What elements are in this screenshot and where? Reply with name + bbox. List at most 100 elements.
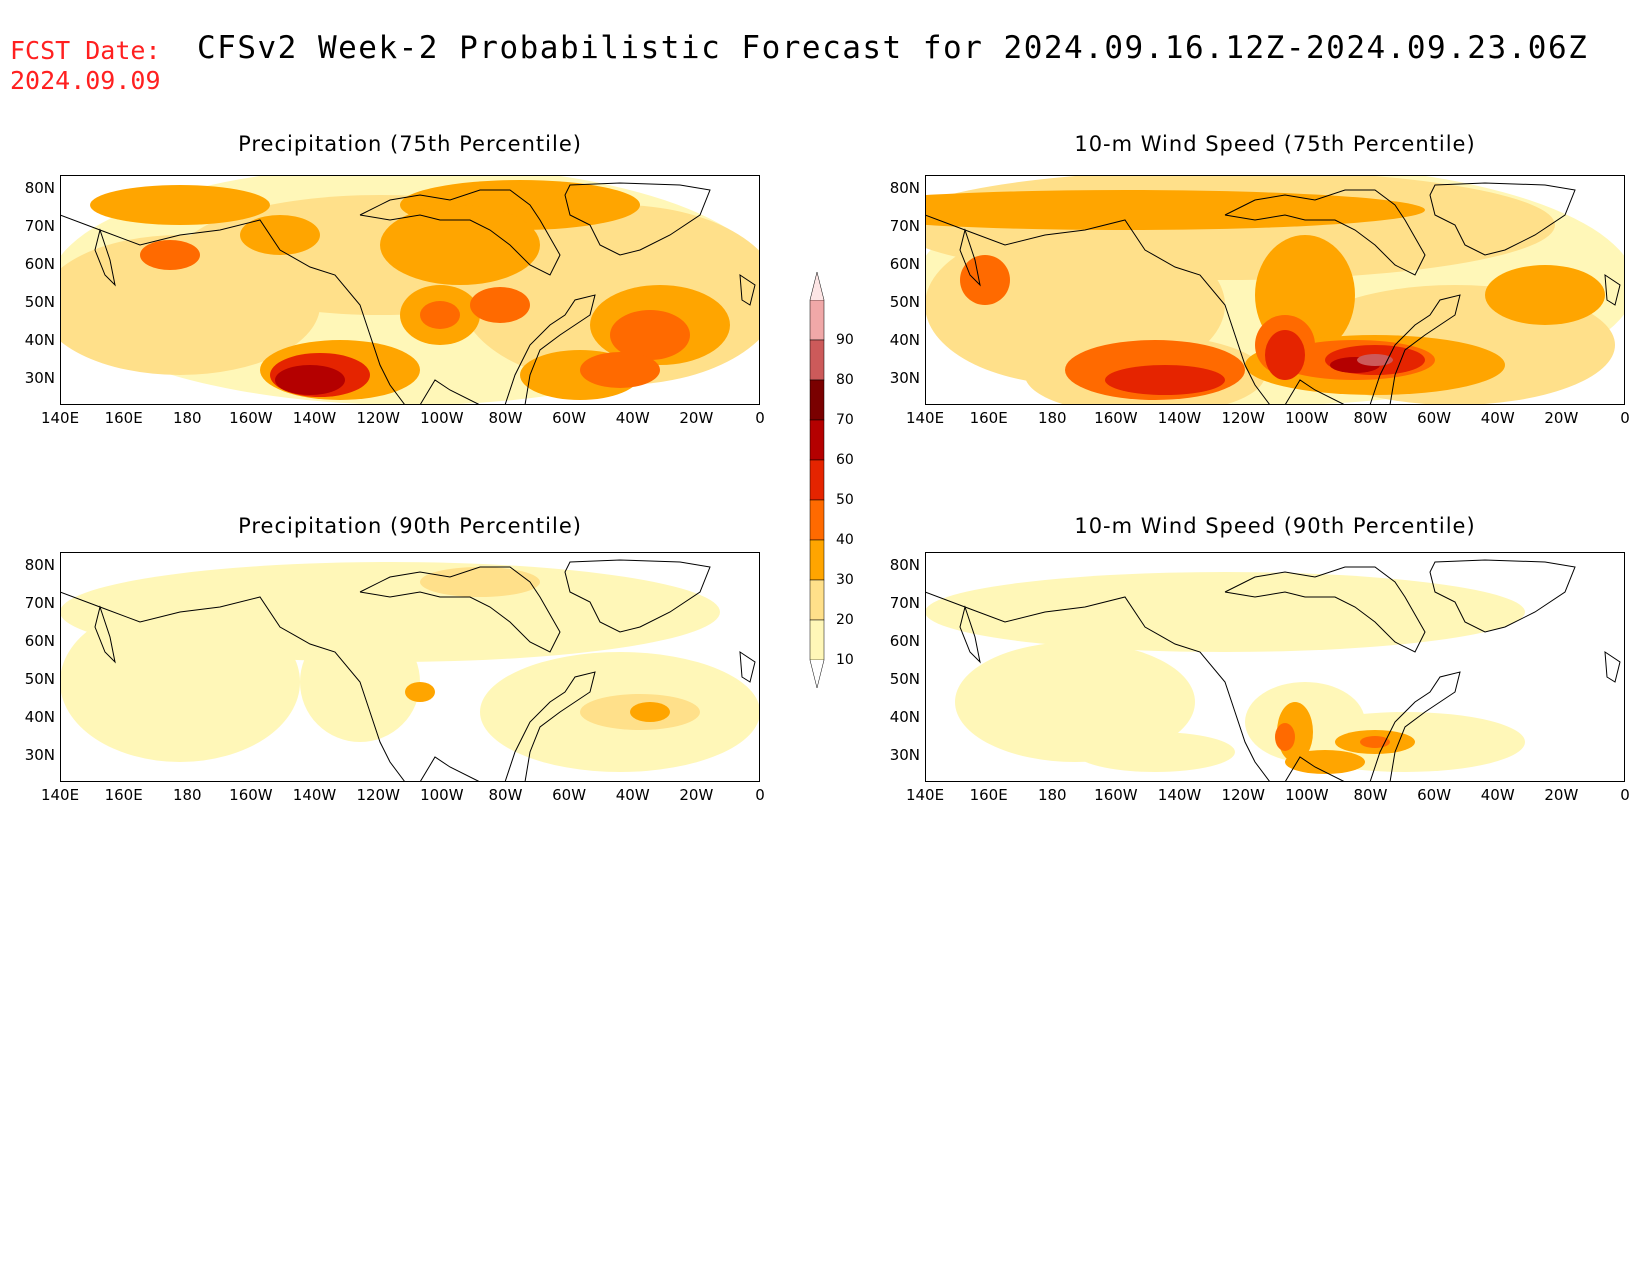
probability-shading [60,602,300,762]
lon-tick-label: 100W [420,786,464,804]
map-frame [925,175,1625,405]
panel-title-precip-90: Precipitation (90th Percentile) [238,514,582,538]
colorbar-swatch [809,419,825,461]
colorbar-label: 90 [836,332,854,348]
lat-tick-label: 50N [889,670,920,688]
probability-shading [1357,354,1393,366]
lon-tick-label: 160E [969,409,1008,427]
lat-tick-label: 80N [889,179,920,197]
lon-tick-label: 160W [229,409,273,427]
coastline [739,274,756,306]
lat-tick-label: 70N [24,594,55,612]
lat-tick-label: 30N [24,369,55,387]
coastline [1284,379,1346,405]
lat-tick-label: 40N [24,331,55,349]
map-frame [60,175,760,405]
panel-title-wind-75: 10-m Wind Speed (75th Percentile) [1074,132,1476,156]
probability-shading [60,235,320,375]
coastline [1284,756,1346,782]
probability-shading [1360,736,1390,748]
colorbar-swatch [809,459,825,501]
lon-tick-label: 120W [1221,786,1265,804]
lon-tick-label: 180 [1037,409,1067,427]
lon-tick-label: 80W [1353,786,1388,804]
lat-tick-label: 40N [889,331,920,349]
lon-tick-label: 20W [679,409,714,427]
lat-tick-label: 80N [889,556,920,574]
colorbar-swatch [809,299,825,341]
colorbar-label: 50 [836,492,854,508]
probability-shading [960,255,1010,305]
probability-shading [1275,723,1295,751]
probability-shading [1285,750,1365,774]
probability-shading [420,301,460,329]
probability-shading [1485,265,1605,325]
lat-tick-label: 30N [24,746,55,764]
colorbar-label: 30 [836,572,854,588]
probability-shading [955,642,1195,762]
lon-tick-label: 20W [1544,409,1579,427]
colorbar-swatch [809,579,825,621]
lon-tick-label: 60W [1417,409,1452,427]
lon-tick-label: 0 [1620,786,1630,804]
lon-tick-label: 160W [1094,786,1138,804]
lon-tick-label: 160E [104,786,143,804]
lon-tick-label: 100W [420,409,464,427]
probability-shading [470,287,530,323]
forecast-date-block: FCST Date: 2024.09.09 [10,36,161,96]
probability-shading [90,185,270,225]
probability-shading [1105,365,1225,395]
lon-tick-label: 60W [552,409,587,427]
coastline [1429,182,1576,256]
lon-tick-label: 60W [552,786,587,804]
lon-tick-label: 140E [40,409,80,427]
lat-tick-label: 80N [24,179,55,197]
colorbar-swatch [809,499,825,541]
probability-shading [405,682,435,702]
lat-tick-label: 70N [889,594,920,612]
coastline [419,379,481,405]
probability-shading [275,365,345,395]
map-precip-75 [60,175,760,405]
lon-tick-label: 80W [488,786,523,804]
lon-tick-label: 160W [1094,409,1138,427]
colorbar-swatch [809,619,825,661]
probability-shading [925,190,1425,230]
lat-tick-label: 60N [24,255,55,273]
lon-tick-label: 160E [104,409,143,427]
lon-tick-label: 20W [1544,786,1579,804]
probability-shading [925,572,1525,652]
lon-tick-label: 140W [292,786,337,804]
colorbar-swatch [809,379,825,421]
map-wind-75 [925,175,1625,405]
coastline [504,294,596,405]
probability-shading [610,310,690,360]
colorbar-label: 80 [836,372,854,388]
lon-tick-label: 140E [905,409,945,427]
lat-tick-label: 60N [889,255,920,273]
colorbar-top-arrow [809,271,825,301]
lon-tick-label: 40W [1480,409,1515,427]
coastline [959,605,981,664]
lat-tick-label: 50N [24,670,55,688]
lat-tick-label: 60N [889,632,920,650]
lon-tick-label: 120W [356,409,400,427]
lat-tick-label: 50N [24,293,55,311]
coastline [60,591,406,782]
coastline [504,671,596,782]
lat-tick-label: 70N [24,217,55,235]
map-precip-90 [60,552,760,782]
map-frame [925,552,1625,782]
coastline [1604,651,1621,683]
lon-tick-label: 0 [755,409,765,427]
lon-tick-label: 40W [615,409,650,427]
probability-shading [580,352,660,388]
colorbar-label: 70 [836,412,854,428]
map-frame [60,552,760,782]
lon-tick-label: 80W [1353,409,1388,427]
probability-shading [420,567,540,597]
lon-tick-label: 100W [1285,786,1329,804]
lon-tick-label: 80W [488,409,523,427]
lon-tick-label: 160E [969,786,1008,804]
page-title: CFSv2 Week-2 Probabilistic Forecast for … [197,30,1589,66]
